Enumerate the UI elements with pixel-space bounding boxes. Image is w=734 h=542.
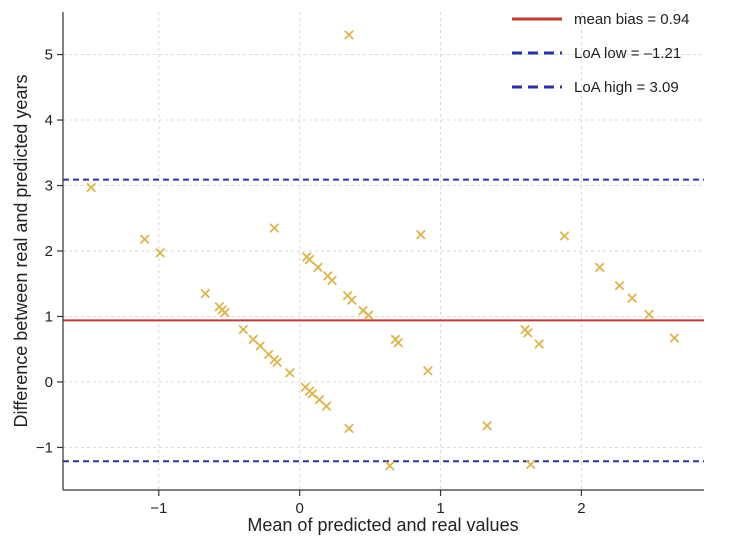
x-tick-label: 0	[296, 500, 304, 517]
legend-item: LoA high = 3.09	[512, 79, 679, 96]
data-point	[385, 460, 395, 471]
data-point	[139, 234, 150, 245]
x-tick-label: 1	[436, 500, 444, 517]
legend-label: LoA low = –1.21	[574, 45, 681, 62]
reference-lines	[63, 178, 704, 463]
data-point	[415, 229, 426, 240]
data-point	[284, 367, 295, 378]
y-tick-label: 0	[45, 374, 53, 391]
data-point	[220, 307, 230, 318]
data-point	[321, 401, 332, 412]
data-point	[327, 275, 337, 286]
data-point	[238, 324, 249, 335]
data-point	[272, 357, 282, 368]
data-points	[86, 30, 680, 471]
y-axis-title: Difference between real and predicted ye…	[11, 75, 31, 428]
y-tick-label: 5	[45, 47, 53, 64]
legend-label: LoA high = 3.09	[574, 79, 679, 96]
data-point	[255, 341, 266, 351]
data-point	[346, 295, 357, 305]
x-tick-label: −1	[150, 500, 167, 517]
legend: mean bias = 0.94 LoA low = –1.21 LoA high …	[512, 11, 690, 96]
legend-item: LoA low = –1.21	[512, 45, 681, 62]
data-point	[269, 223, 280, 233]
y-tick-label: 2	[45, 243, 53, 260]
data-point	[363, 310, 374, 321]
data-point	[304, 254, 315, 265]
data-point	[482, 420, 492, 431]
data-point	[423, 365, 433, 376]
tick-labels: −1 0 1 2 −1 0 1 2 3 4 5	[36, 47, 586, 517]
data-point	[669, 333, 680, 343]
data-point	[614, 280, 625, 291]
legend-label: mean bias = 0.94	[574, 11, 690, 28]
grid-lines	[63, 12, 704, 490]
y-tick-label: −1	[36, 439, 53, 456]
data-point	[155, 248, 166, 258]
data-point	[393, 337, 404, 348]
data-point	[594, 262, 605, 273]
data-point	[627, 293, 637, 303]
y-tick-label: 4	[45, 112, 53, 129]
data-point	[525, 459, 536, 470]
x-tick-label: 2	[577, 500, 585, 517]
data-point	[534, 339, 545, 349]
data-point	[523, 328, 533, 338]
data-point	[313, 262, 323, 273]
x-axis-title: Mean of predicted and real values	[247, 515, 518, 535]
axes	[57, 12, 704, 496]
y-tick-label: 1	[45, 308, 53, 325]
data-point	[200, 288, 211, 299]
data-point	[559, 231, 570, 241]
data-point	[86, 182, 97, 193]
data-point	[344, 423, 354, 434]
data-point	[644, 309, 654, 320]
y-tick-label: 3	[45, 178, 53, 195]
legend-item: mean bias = 0.94	[512, 11, 690, 28]
data-point	[344, 30, 354, 40]
